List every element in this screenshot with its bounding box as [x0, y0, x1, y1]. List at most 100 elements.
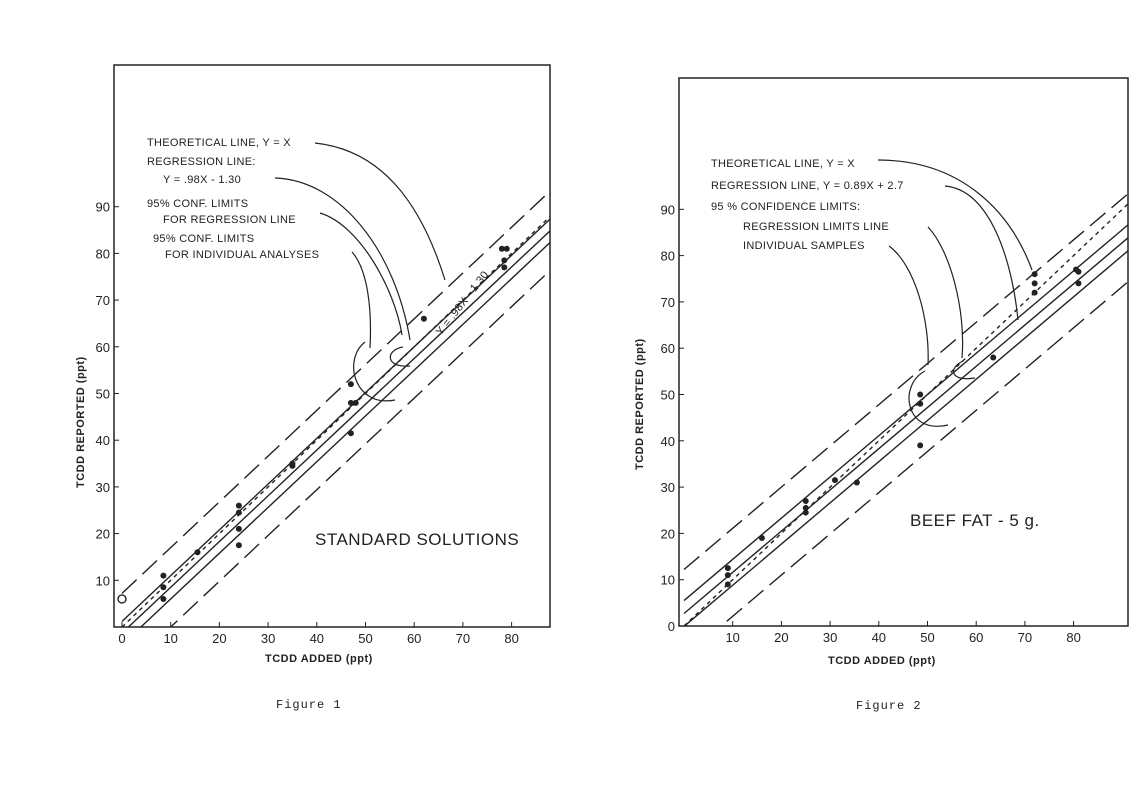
fig1-point-15 — [420, 315, 427, 322]
fig1-y-tick-label-6: 70 — [96, 293, 110, 308]
fig1-point-5 — [235, 502, 242, 509]
fig1-x-tick-label-6: 60 — [407, 631, 421, 646]
figure-1-plot-frame — [113, 64, 551, 628]
fig2-point-12 — [990, 354, 997, 361]
fig1-reg-limit-lower — [139, 242, 550, 627]
figure-1-annotation-regression-eq: Y = .98X - 1.30 — [163, 174, 241, 186]
figure-1-arrow-regression — [274, 177, 411, 341]
fig2-y-tick-label-7: 70 — [661, 295, 675, 310]
figure-2-annotation-individual: INDIVIDUAL SAMPLES — [743, 240, 865, 252]
fig1-point-12 — [347, 399, 354, 406]
figure-2-arrow-theoretical — [877, 159, 1033, 271]
fig2-x-tick-label-1: 20 — [774, 630, 788, 645]
fig2-x-tick-label-6: 70 — [1018, 630, 1032, 645]
figure-2-arrow-reg-limits — [927, 226, 964, 359]
fig1-point-10 — [289, 462, 296, 469]
figure-2-arrow-bracket-reg — [953, 360, 976, 380]
fig1-point-6 — [235, 509, 242, 516]
figure-1-annotation-conf-ind-1: 95% CONF. LIMITS — [153, 233, 254, 245]
fig2-y-tick-label-1: 10 — [661, 573, 675, 588]
fig2-x-tick-label-4: 50 — [920, 630, 934, 645]
fig1-regression-line — [127, 230, 550, 627]
fig2-point-11 — [917, 442, 924, 449]
fig2-point-8 — [853, 479, 860, 486]
figure-2-plot-frame — [678, 77, 1129, 627]
fig1-y-tick-label-1: 20 — [96, 527, 110, 542]
figure-1-lines — [121, 190, 550, 627]
fig2-y-tick-label-3: 30 — [661, 480, 675, 495]
figure-2-annotation-reg-limits: REGRESSION LIMITS LINE — [743, 221, 889, 233]
figure-2-plot-label: BEEF FAT - 5 g. — [910, 511, 1040, 530]
fig2-y-tick-label-2: 20 — [661, 526, 675, 541]
fig1-x-tick-label-3: 30 — [261, 631, 275, 646]
figure-2-points — [724, 266, 1082, 588]
figure-1-arrow-bracket-reg — [389, 346, 411, 367]
fig2-reg-limit-upper — [683, 224, 1128, 602]
fig1-point-11 — [347, 381, 354, 388]
figure-1-caption: Figure 1 — [276, 698, 342, 712]
fig2-point-0 — [724, 565, 731, 572]
fig1-x-tick-label-2: 20 — [212, 631, 226, 646]
fig2-y-tick-label-5: 50 — [661, 388, 675, 403]
fig2-point-2 — [724, 581, 731, 588]
fig2-point-4 — [802, 497, 809, 504]
fig1-point-8 — [235, 542, 242, 549]
figure-2-y-ticks: 0 10 20 30 40 50 60 70 80 90 — [661, 202, 684, 634]
fig2-regression-line — [683, 237, 1128, 615]
fig2-point-7 — [831, 477, 838, 484]
figure-1-plot-label: STANDARD SOLUTIONS — [315, 530, 519, 549]
fig2-y-tick-label-6: 60 — [661, 341, 675, 356]
figure-2-annotation-theoretical: THEORETICAL LINE, Y = X — [711, 158, 855, 170]
fig1-point-14 — [347, 430, 354, 437]
fig1-x-tick-label-1: 10 — [163, 631, 177, 646]
fig1-reg-limit-upper — [121, 218, 550, 622]
figure-2-annotation-conf-title: 95 % CONFIDENCE LIMITS: — [711, 201, 860, 213]
fig2-point-18 — [1075, 280, 1082, 287]
fig1-y-tick-label-3: 40 — [96, 433, 110, 448]
fig1-y-tick-label-2: 30 — [96, 480, 110, 495]
fig1-ind-limit-lower — [169, 270, 550, 627]
fig1-point-3 — [160, 595, 167, 602]
figure-2-arrow-individual — [888, 245, 929, 366]
fig2-x-tick-label-5: 60 — [969, 630, 983, 645]
figure-1-x-axis-label: TCDD ADDED (ppt) — [265, 653, 373, 665]
figure-1-annotation-conf-ind-2: FOR INDIVIDUAL ANALYSES — [165, 249, 319, 261]
fig2-point-3 — [758, 535, 765, 542]
fig1-x-tick-label-8: 80 — [504, 631, 518, 646]
figure-2-y-axis-label: TCDD REPORTED (ppt) — [634, 338, 646, 470]
figure-1-annotation-regression-title: REGRESSION LINE: — [147, 156, 256, 168]
figure-1-arrow-conf-ind — [351, 251, 372, 349]
fig2-point-15 — [1031, 289, 1038, 296]
fig2-point-5 — [802, 504, 809, 511]
fig2-y-tick-label-9: 90 — [661, 202, 675, 217]
fig2-x-tick-label-3: 40 — [872, 630, 886, 645]
fig1-y-tick-label-8: 90 — [96, 200, 110, 215]
figure-1-annotation-conf-reg-1: 95% CONF. LIMITS — [147, 198, 248, 210]
fig1-x-tick-label-4: 40 — [310, 631, 324, 646]
fig1-point-19 — [501, 264, 508, 271]
figure-1-line-label: Y = .98X - 1.30 — [434, 269, 491, 338]
figure-1-arrow-conf-reg — [319, 212, 403, 336]
fig2-ind-limit-upper — [683, 193, 1128, 571]
fig2-x-tick-label-7: 80 — [1066, 630, 1080, 645]
fig2-point-10 — [917, 400, 924, 407]
fig1-point-0 — [117, 594, 127, 604]
fig2-x-tick-label-0: 10 — [725, 630, 739, 645]
figure-1-arrow-bracket-ind — [353, 341, 396, 402]
fig2-x-tick-label-2: 30 — [823, 630, 837, 645]
fig1-theoretical-line — [121, 216, 550, 627]
fig2-y-tick-label-4: 40 — [661, 434, 675, 449]
figure-1-chart: 0 10 20 30 40 50 60 70 80 10 20 30 40 50 60 70 80 90 TCD… — [75, 64, 551, 712]
figure-2-arrow-regression — [944, 185, 1019, 321]
fig1-point-2 — [160, 584, 167, 591]
fig1-ind-limit-upper — [121, 190, 550, 594]
fig2-theoretical-line — [683, 203, 1128, 626]
fig2-point-17 — [1075, 268, 1082, 275]
figure-2-arrow-bracket-ind — [908, 370, 949, 427]
fig2-point-6 — [802, 509, 809, 516]
fig2-point-9 — [917, 391, 924, 398]
fig1-y-tick-label-4: 50 — [96, 387, 110, 402]
fig2-ind-limit-lower — [720, 281, 1128, 626]
fig1-point-18 — [501, 257, 508, 264]
